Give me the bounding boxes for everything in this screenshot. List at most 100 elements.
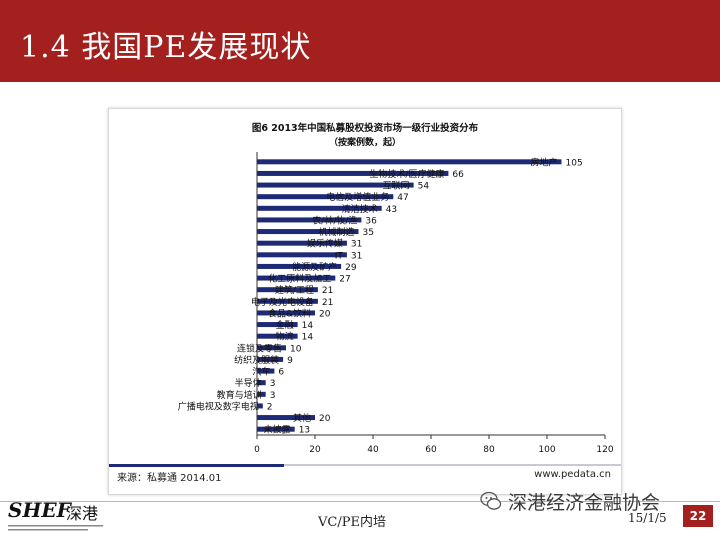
bar [257,263,342,269]
category-label: 清洁技术 [342,203,378,215]
bar-value-label: 43 [386,205,397,215]
category-label: 教育与培训 [217,389,262,401]
footer-date: 15/1/5 [628,511,667,525]
bar-value-label: 3 [270,379,276,389]
logo-mark: SHEF [8,498,71,522]
bar [257,229,359,235]
chart-subtitle: （按案例数，起） [329,136,401,148]
bar [257,252,347,258]
bar-value-label: 21 [322,298,333,308]
chart-source-url: www.pedata.cn [534,469,611,480]
category-label: 汽车 [252,366,270,378]
slide-header: 1.4 我国PE发展现状 [0,0,720,82]
bar-value-label: 6 [278,368,284,378]
bar-value-label: 66 [452,170,464,180]
bar [257,368,275,374]
wechat-icon [480,491,502,510]
bar-value-label: 47 [397,193,408,203]
bar [257,170,449,176]
bar [257,310,315,316]
category-label: 农/林/牧/渔 [312,214,357,226]
slide-title: 1.4 我国PE发展现状 [20,30,312,65]
bar [257,240,347,246]
bar-value-label: 14 [302,321,314,331]
x-tick-label: 20 [309,445,321,455]
bar [257,356,284,362]
shef-logo: SHEF 深港 [8,498,118,538]
bar-value-label: 20 [319,309,331,319]
page-number-badge: 22 [683,505,713,527]
bar-value-label: 54 [418,182,430,192]
category-label: 房地产 [530,156,557,168]
chart-title: 图6 2013年中国私募股权投资市场一级行业投资分布 [252,122,479,134]
bar [257,333,298,339]
bar [257,217,362,223]
bar [257,275,336,281]
bar-value-label: 10 [290,344,302,354]
bar [257,403,263,409]
logo-cn-text: 深港 [66,504,99,523]
category-label: 电子及光电设备 [251,296,314,308]
source-divider-accent [109,464,284,467]
footer-divider [0,501,720,502]
x-tick-label: 40 [367,445,379,455]
category-label: 娱乐传媒 [307,238,343,250]
category-label: 半导体 [235,377,262,389]
x-tick-label: 0 [254,445,260,455]
x-tick-label: 100 [538,445,555,455]
category-label: 互联网 [383,181,410,192]
bar-value-label: 35 [363,228,374,238]
category-label: 其他 [293,412,311,424]
category-label: 连锁及零售 [237,342,282,354]
bar-value-label: 21 [322,286,333,296]
bar-value-label: 13 [299,426,310,436]
x-tick-label: 80 [483,445,495,455]
bar-chart: 图6 2013年中国私募股权投资市场一级行业投资分布 （按案例数，起） 105 房… [178,122,614,455]
category-label: 建筑/工程 [275,284,314,296]
bar [257,322,298,328]
bar [257,182,414,188]
chart-source: 来源：私募通 2014.01 [117,473,222,484]
source-divider [109,464,621,466]
x-axis: 0 20 40 60 80 100 120 [254,152,614,455]
bars-layer: 105房地产66生物技术/医疗健康54互联网47电信及增值业务43清洁技术36农… [178,156,583,435]
category-label: 食品&饮料 [268,307,311,319]
category-label: IT [335,251,344,261]
bar [257,205,382,211]
bar-value-label: 31 [351,251,362,261]
category-label: 电信及增值业务 [326,191,389,203]
category-label: 金融 [276,319,294,331]
bar [257,380,266,386]
bar-value-label: 31 [351,240,362,250]
bar [257,287,318,293]
bar-value-label: 27 [339,275,350,285]
x-tick-label: 120 [596,445,613,455]
bar-value-label: 2 [267,402,273,412]
category-label: 能源及矿产 [292,261,337,273]
category-label: 机械制造 [318,226,354,238]
bar [257,426,295,432]
bar-value-label: 20 [319,414,331,424]
chart-frame: 图6 2013年中国私募股权投资市场一级行业投资分布 （按案例数，起） 105 房… [108,108,622,495]
bar [257,298,318,304]
bar [257,159,562,165]
watermark-text: 深港经济金融协会 [508,492,661,514]
bar [257,345,286,351]
bar [257,194,394,200]
category-label: 广播电视及数字电视 [178,400,259,412]
bar-value-label: 9 [287,356,293,366]
category-label: 物流 [276,331,294,343]
category-label: 生物技术/医疗健康 [369,168,444,180]
bar-value-label: 3 [270,391,276,401]
footer-course-name: VC/PE内培 [318,515,386,530]
bar-value-label: 14 [302,333,314,343]
bar-value-label: 36 [365,216,377,226]
bar-value-label: 29 [345,263,357,273]
category-label: 未披露 [264,424,291,436]
bar [257,391,266,397]
bar-value-label: 105 [566,158,583,168]
bar [257,415,315,421]
category-label: 化工原料及加工 [268,273,331,285]
x-tick-label: 60 [425,445,437,455]
logo-subtitle-graphic [8,524,120,536]
